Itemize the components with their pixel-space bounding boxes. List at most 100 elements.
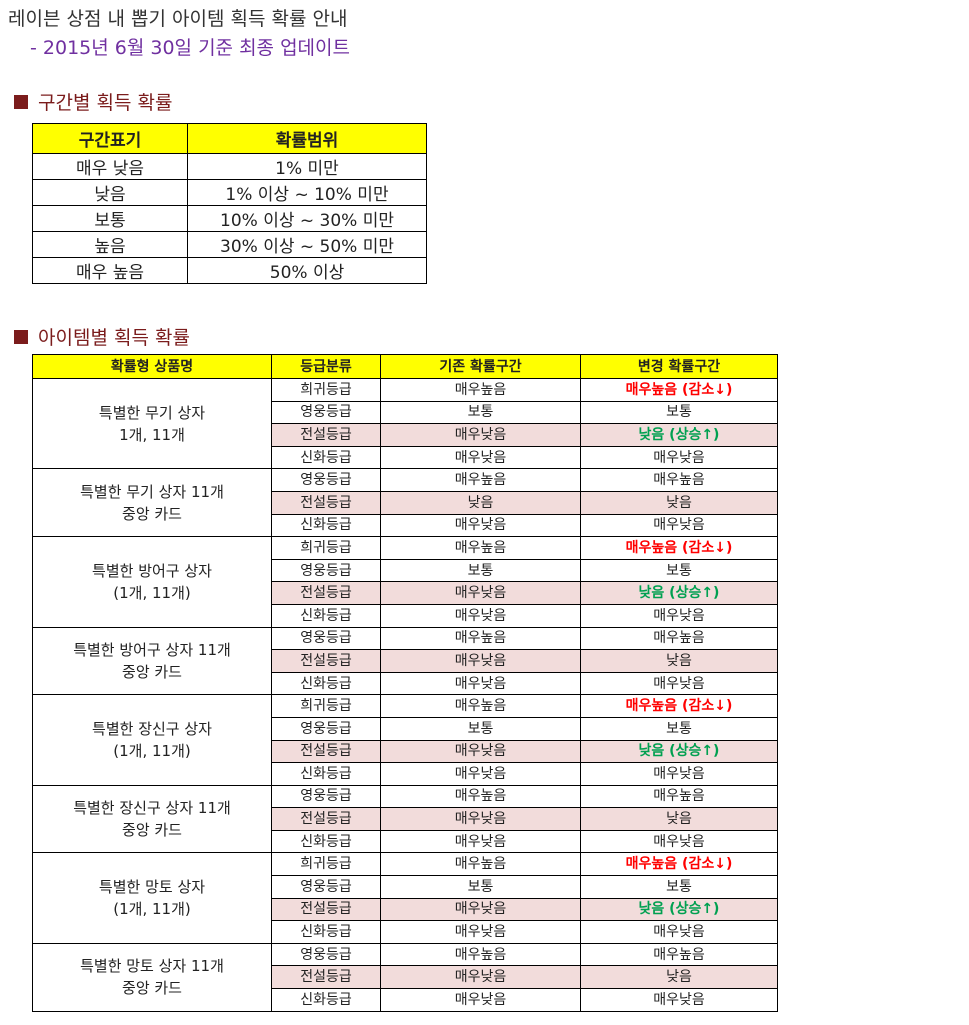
grade-cell: 전설등급 (271, 581, 381, 605)
after-cell: 매우낮음 (580, 671, 778, 696)
after-cell: 매우높음 (감소↓) (580, 694, 778, 718)
before-cell: 매우낮음 (380, 603, 581, 628)
before-cell: 매우낮음 (380, 739, 581, 764)
product-name-line: 특별한 무기 상자 (98, 403, 206, 422)
table-row: 전설등급 매우낮음 낮음 (상승↑) (33, 581, 778, 605)
product-name-line: (1개, 11개) (113, 583, 191, 602)
after-cell: 낮음 (580, 490, 778, 515)
grade-cell: 영웅등급 (271, 942, 381, 967)
before-cell: 보통 (380, 558, 581, 583)
after-cell: 보통 (580, 400, 778, 425)
section-heading: 아이템별 획득 확률 (14, 323, 190, 350)
table-row: 특별한 망토 상자 (1개, 11개) 희귀등급 매우높음 매우높음 (감소↓) (32, 852, 778, 944)
after-cell: 낮음 (580, 649, 778, 673)
before-cell: 매우낮음 (380, 920, 581, 944)
grade-cell: 신화등급 (271, 445, 381, 470)
after-cell: 낮음 (상승↑) (580, 423, 778, 447)
product-name: 특별한 방어구 상자 11개 중앙 카드 (32, 626, 272, 696)
after-cell: 낮음 (580, 807, 778, 831)
before-cell: 매우높음 (380, 468, 581, 492)
after-cell: 낮음 (상승↑) (580, 581, 778, 605)
table-row: 신화등급 매우낮음 매우낮음 (33, 671, 778, 696)
grade-cell: 전설등급 (271, 965, 381, 990)
after-cell: 매우높음 (감소↓) (580, 852, 778, 877)
grade-cell: 전설등급 (271, 897, 381, 922)
table-row: 특별한 무기 상자 1개, 11개 희귀등급 매우높음 매우높음 (감소↓) (32, 377, 778, 470)
table-cell: 매우 높음 (32, 257, 188, 284)
grade-cell: 전설등급 (271, 649, 381, 673)
table-row: 전설등급 매우낮음 낮음 (상승↑) (33, 897, 778, 922)
table-row: 영웅등급 보통 보통 (33, 875, 778, 899)
table-row: 매우 낮음 1% 미만 (32, 153, 427, 180)
table-cell: 높음 (32, 231, 188, 258)
table-row: 특별한 방어구 상자 (1개, 11개) 희귀등급 매우높음 매우높음 (감소↓) (32, 536, 778, 628)
before-cell: 매우낮음 (380, 829, 581, 854)
table-cell: 낮음 (32, 179, 188, 206)
before-cell: 매우높음 (380, 852, 581, 877)
table-row: 영웅등급 보통 보통 (33, 716, 778, 741)
product-name: 특별한 장신구 상자 (1개, 11개) (32, 694, 272, 786)
grade-cell: 신화등급 (271, 671, 381, 696)
table-row: 특별한 방어구 상자 11개 중앙 카드 영웅등급 매우높음 매우높음 (32, 626, 778, 696)
before-cell: 보통 (380, 716, 581, 741)
before-cell: 매우낮음 (380, 897, 581, 922)
section-heading: 구간별 획득 확률 (14, 88, 172, 115)
product-name-line: 중앙 카드 (122, 979, 182, 998)
after-cell: 매우낮음 (580, 988, 778, 1012)
table-row: 낮음 1% 이상 ~ 10% 미만 (32, 179, 427, 206)
grade-cell: 희귀등급 (271, 852, 381, 877)
after-cell: 매우낮음 (580, 513, 778, 538)
table-row: 신화등급 매우낮음 매우낮음 (33, 988, 778, 1012)
table-row: 신화등급 매우낮음 매우낮음 (33, 762, 778, 786)
product-name: 특별한 무기 상자 1개, 11개 (32, 377, 272, 470)
before-cell: 매우낮음 (380, 649, 581, 673)
product-name-line: 특별한 망토 상자 11개 (80, 957, 224, 976)
table-cell: 50% 이상 (187, 257, 427, 284)
table-row: 신화등급 매우낮음 매우낮음 (33, 513, 778, 538)
product-name-line: 중앙 카드 (122, 662, 182, 681)
before-cell: 매우높음 (380, 536, 581, 560)
bullet (14, 329, 28, 344)
grade-cell: 신화등급 (271, 920, 381, 944)
after-cell: 매우높음 (감소↓) (580, 536, 778, 560)
product-name-line: (1개, 11개) (113, 900, 191, 919)
grade-cell: 영웅등급 (271, 468, 381, 492)
item-table: 확률형 상품명 등급분류 기존 확률구간 변경 확률구간 특별한 무기 상자 1개, 11… (32, 354, 778, 1012)
grade-cell: 영웅등급 (271, 558, 381, 583)
table-cell: 30% 이상 ~ 50% 미만 (187, 231, 427, 258)
before-cell: 매우높음 (380, 942, 581, 967)
table-row: 전설등급 매우낮음 낮음 (상승↑) (33, 739, 778, 764)
table-cell: 1% 이상 ~ 10% 미만 (187, 179, 427, 206)
before-cell: 매우높음 (380, 784, 581, 809)
after-cell: 매우높음 (580, 784, 778, 809)
grade-cell: 신화등급 (271, 762, 381, 786)
product-name-line: 중앙 카드 (122, 821, 182, 840)
after-cell: 낮음 (상승↑) (580, 897, 778, 922)
header-cell: 구간표기 (32, 123, 188, 154)
after-cell: 낮음 (상승↑) (580, 739, 778, 764)
grade-cell: 영웅등급 (271, 784, 381, 809)
after-cell: 매우낮음 (580, 762, 778, 786)
after-cell: 낮음 (580, 965, 778, 990)
after-cell: 매우낮음 (580, 920, 778, 944)
grade-cell: 영웅등급 (271, 875, 381, 899)
header-cell: 확률범위 (187, 123, 427, 154)
subtitle: - 2015년 6월 30일 기준 최종 업데이트 (30, 37, 350, 59)
product-name: 특별한 무기 상자 11개 중앙 카드 (32, 468, 272, 538)
table-row: 신화등급 매우낮음 매우낮음 (33, 829, 778, 854)
product-name: 특별한 방어구 상자 (1개, 11개) (32, 536, 272, 628)
after-cell: 매우높음 (감소↓) (580, 378, 778, 402)
table-row: 보통 10% 이상 ~ 30% 미만 (32, 205, 427, 232)
table-cell: 1% 미만 (187, 153, 427, 180)
grade-cell: 희귀등급 (271, 694, 381, 718)
after-cell: 매우낮음 (580, 445, 778, 470)
table-row: 특별한 장신구 상자 (1개, 11개) 희귀등급 매우높음 매우높음 (감소↓) (32, 694, 778, 786)
after-cell: 매우높음 (580, 468, 778, 492)
after-cell: 보통 (580, 558, 778, 583)
product-name: 특별한 망토 상자 (1개, 11개) (32, 852, 272, 944)
header-cell: 확률형 상품명 (32, 354, 272, 379)
grade-cell: 전설등급 (271, 423, 381, 447)
grade-cell: 전설등급 (271, 807, 381, 831)
grade-cell: 희귀등급 (271, 378, 381, 402)
